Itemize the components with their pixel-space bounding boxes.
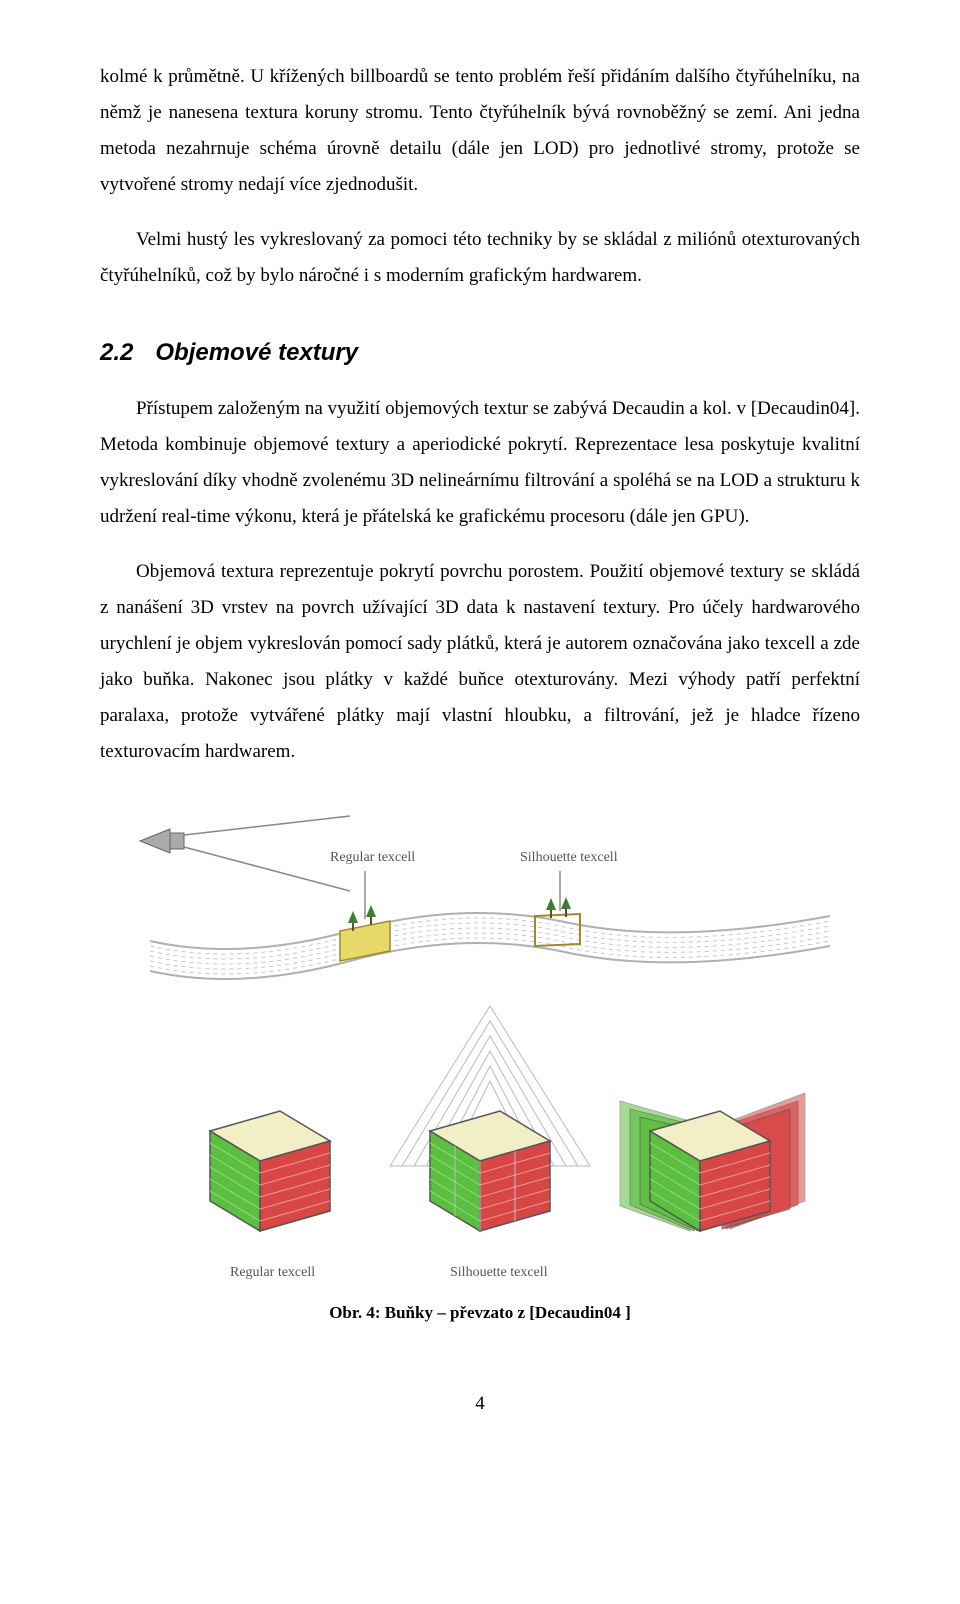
figure-caption: Obr. 4: Buňky – převzato z [Decaudin04 ]	[100, 1303, 860, 1323]
section-number: 2.2	[100, 339, 133, 366]
paragraph-4: Objemová textura reprezentuje pokrytí po…	[100, 554, 860, 771]
document-page: kolmé k průmětně. U křížených billboardů…	[0, 0, 960, 1475]
label-silhouette-top: Silhouette texcell	[520, 850, 618, 865]
figure-terrain-diagram: Regular texcell Silhouette texcell	[130, 811, 830, 991]
prism-regular	[210, 1111, 330, 1231]
paragraph-1: kolmé k průmětně. U křížených billboardů…	[100, 59, 860, 203]
label-regular-bottom: Regular texcell	[230, 1265, 315, 1280]
label-silhouette-bottom: Silhouette texcell	[450, 1265, 548, 1280]
figure-4: Regular texcell Silhouette texcell	[100, 811, 860, 1323]
label-regular-top: Regular texcell	[330, 850, 415, 865]
prism-silhouette-combined	[620, 1093, 805, 1231]
page-number: 4	[100, 1393, 860, 1415]
section-heading: 2.2 Objemové textury	[100, 339, 860, 367]
paragraph-2: Velmi hustý les vykreslovaný za pomoci t…	[100, 222, 860, 294]
paragraph-3: Přístupem založeným na využití objemovýc…	[100, 391, 860, 535]
camera-icon	[140, 829, 184, 853]
prism-silhouette-fan	[390, 1006, 590, 1231]
section-title: Objemové textury	[155, 339, 358, 366]
figure-texcell-prisms: Regular texcell	[130, 991, 830, 1291]
